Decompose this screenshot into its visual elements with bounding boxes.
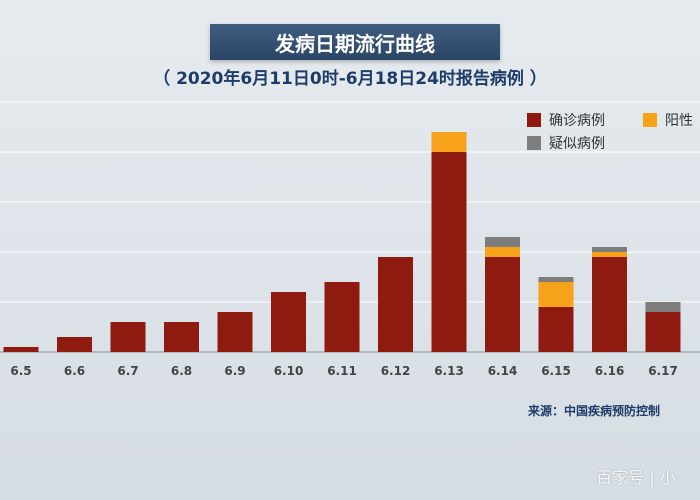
bar-confirmed-6.13 bbox=[431, 152, 467, 352]
x-tick-label: 6.15 bbox=[541, 364, 571, 378]
bar-confirmed-6.12 bbox=[378, 257, 413, 352]
chart-subtitle: （ 2020年6月11日0时-6月18日24时报告病例 ） bbox=[153, 69, 547, 89]
x-tick-label: 6.10 bbox=[274, 364, 304, 378]
legend-swatch-suspected bbox=[527, 136, 541, 150]
x-tick-label: 6.7 bbox=[117, 364, 138, 378]
x-tick-label: 6.5 bbox=[10, 364, 31, 378]
bar-positive-6.16 bbox=[592, 252, 627, 257]
bar-suspected-6.14 bbox=[485, 237, 520, 247]
x-tick-label: 6.17 bbox=[648, 364, 678, 378]
x-tick-label: 6.16 bbox=[595, 364, 625, 378]
bar-confirmed-6.16 bbox=[592, 257, 627, 352]
bar-suspected-6.16 bbox=[592, 247, 627, 252]
bar-confirmed-6.9 bbox=[217, 312, 253, 352]
legend-item-suspected: 疑似病例 bbox=[527, 133, 605, 153]
bar-confirmed-6.7 bbox=[110, 322, 146, 352]
legend-label-positive: 阳性 bbox=[665, 113, 693, 129]
bar-confirmed-6.8 bbox=[164, 322, 199, 352]
bar-positive-6.14 bbox=[485, 247, 520, 257]
chart-title: 发病日期流行曲线 bbox=[210, 24, 500, 60]
source-note: 来源：中国疾病预防控制 bbox=[528, 404, 661, 418]
legend-item-positive: 阳性 bbox=[643, 110, 693, 130]
bar-confirmed-6.6 bbox=[57, 337, 92, 352]
x-tick-label: 6.6 bbox=[64, 364, 85, 378]
x-tick-label: 6.8 bbox=[171, 364, 192, 378]
legend-label-suspected: 疑似病例 bbox=[549, 136, 605, 152]
bar-confirmed-6.14 bbox=[485, 257, 520, 352]
bar-suspected-6.15 bbox=[538, 277, 574, 282]
x-tick-label: 6.9 bbox=[224, 364, 245, 378]
bar-confirmed-6.15 bbox=[538, 307, 574, 352]
x-tick-label: 6.14 bbox=[488, 364, 518, 378]
legend-swatch-positive bbox=[643, 113, 657, 127]
legend-item-confirmed: 确诊病例 bbox=[527, 110, 605, 130]
bar-confirmed-6.17 bbox=[645, 312, 681, 352]
chart-title-text: 发病日期流行曲线 bbox=[275, 31, 435, 56]
x-tick-label: 6.13 bbox=[434, 364, 464, 378]
x-tick-labels: 6.5 6.6 6.7 6.8 6.9 6.10 6.11 6.12 6.13 6.14 6.15 6… bbox=[10, 364, 677, 378]
bar-confirmed-6.11 bbox=[324, 282, 360, 352]
x-tick-label: 6.12 bbox=[381, 364, 411, 378]
legend-swatch-confirmed bbox=[527, 113, 541, 127]
bar-suspected-6.17 bbox=[645, 302, 681, 312]
bar-positive-6.13 bbox=[431, 132, 467, 152]
x-tick-label: 6.11 bbox=[327, 364, 357, 378]
bar-confirmed-6.10 bbox=[271, 292, 306, 352]
bars bbox=[3, 132, 681, 352]
legend-label-confirmed: 确诊病例 bbox=[549, 113, 605, 129]
bar-confirmed-6.5 bbox=[3, 347, 39, 352]
bar-positive-6.15 bbox=[538, 282, 574, 307]
watermark: 百家号 | 小 bbox=[596, 468, 676, 487]
